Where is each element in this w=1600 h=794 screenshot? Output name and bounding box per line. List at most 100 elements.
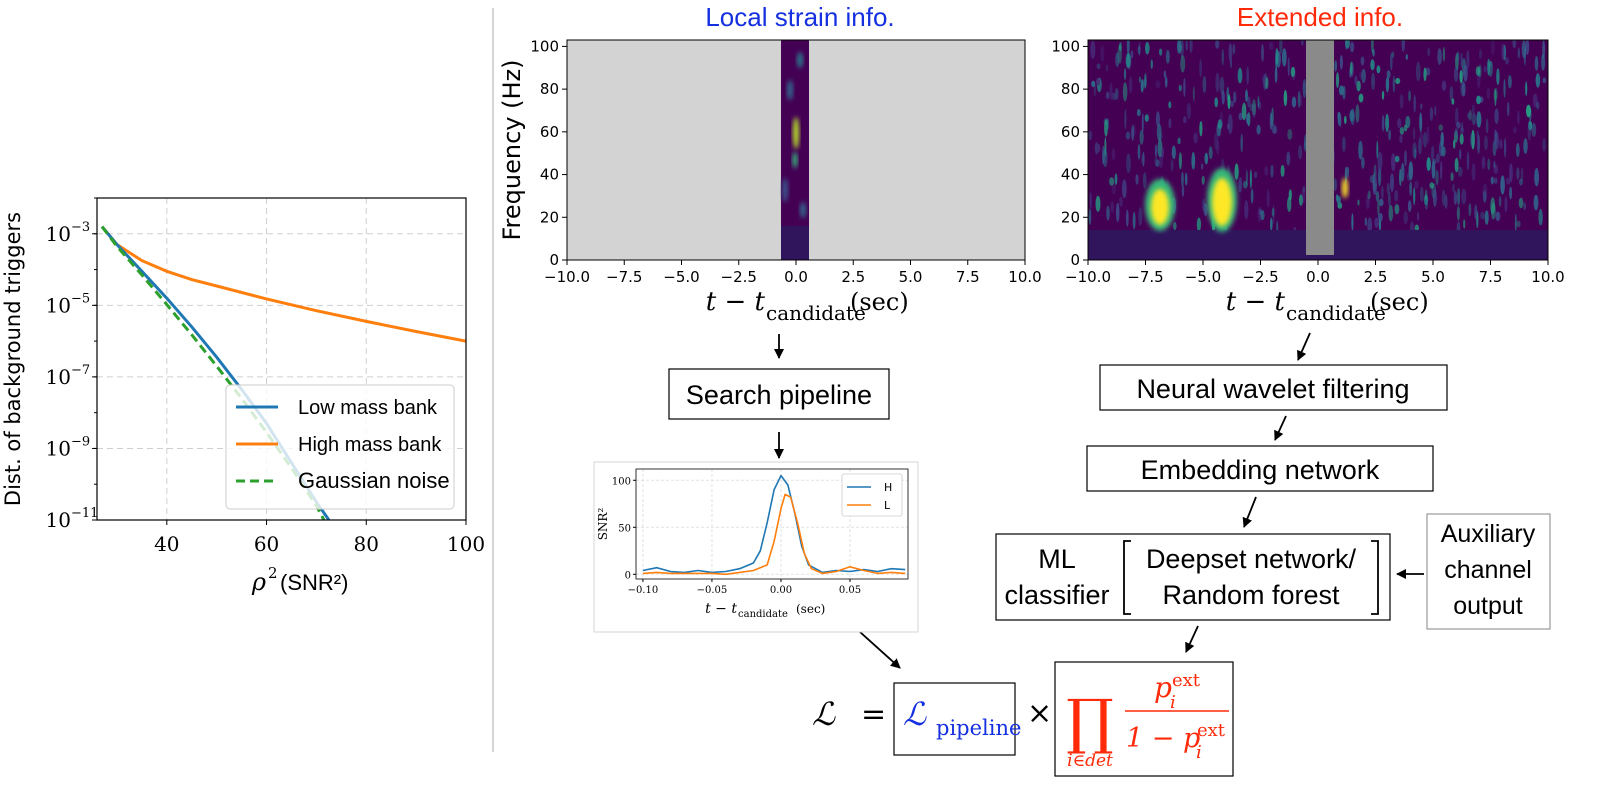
- arrow-to-product: [1185, 625, 1199, 653]
- random-forest-label: Random forest: [1162, 580, 1340, 610]
- extended-spectrogram-ticks: −10.0 −7.5 −5.0 −2.5 0.0 2.5 5.0 7.5 10.0 0 20 40 60…: [1051, 37, 1564, 286]
- spec-y-tick: 40: [540, 166, 559, 184]
- x-axis-sub-extended: candidate: [1286, 301, 1386, 325]
- spec-y-tick: 60: [540, 123, 559, 141]
- embedding-network-box: [1086, 445, 1434, 492]
- left-bracket: [1123, 540, 1131, 615]
- x-axis-unit-local: (sec): [850, 288, 909, 316]
- snr-legend-l: L: [884, 499, 891, 512]
- arrow-to-classifier: [1242, 496, 1257, 528]
- y-tick-exp: −11: [71, 506, 98, 521]
- snr-y-tick: 100: [612, 476, 631, 487]
- formula-prod: ∏: [1066, 687, 1114, 757]
- aux-line3: output: [1453, 592, 1523, 620]
- spec-x-tick: −2.5: [721, 268, 757, 286]
- local-spectrogram: −10.0 −7.5 −5.0 −2.5 0.0 2.5 5.0 7.5 10.0 0 20 40 60…: [498, 37, 1042, 325]
- arrow-to-embedding: [1274, 415, 1287, 441]
- ml-label: ML: [1038, 544, 1076, 574]
- formula-den-sub: i: [1196, 742, 1202, 763]
- neural-wavelet-label: Neural wavelet filtering: [1136, 374, 1409, 404]
- formula-equals: =: [861, 697, 886, 732]
- product-term-box: [1054, 661, 1234, 777]
- chart-frame: [96, 197, 467, 521]
- spec-y-tick: 100: [1051, 37, 1080, 55]
- spec-x-tick: −7.5: [606, 268, 642, 286]
- spec-x-tick: 2.5: [841, 268, 865, 286]
- spec-x-tick: −5.0: [663, 268, 699, 286]
- snr-x-unit: (sec): [796, 602, 825, 616]
- neural-wavelet-box: [1099, 364, 1448, 411]
- y-tick-label: 10: [46, 365, 71, 389]
- formula-num-sup: ext: [1172, 670, 1201, 691]
- spec-x-tick: −10.0: [1065, 268, 1111, 286]
- x-axis-sub-local: candidate: [766, 301, 866, 325]
- likelihood-formula: ℒ = ℒ pipeline × ∏ i∈det p ext i 1 − p e…: [812, 661, 1234, 777]
- snr-series-H: [642, 474, 906, 574]
- aux-line1: Auxiliary: [1441, 520, 1536, 548]
- spec-x-tick: 5.0: [1421, 268, 1445, 286]
- formula-pipeline-sub: pipeline: [936, 716, 1021, 740]
- x-axis-unit-extended: (sec): [1370, 288, 1429, 316]
- y-tick-exp: −5: [71, 291, 90, 306]
- search-pipeline-label: Search pipeline: [686, 380, 872, 410]
- x-axis-label-rho: ρ: [251, 568, 266, 596]
- deepset-label: Deepset network/: [1146, 544, 1357, 574]
- local-strain-title: Local strain info.: [705, 2, 894, 32]
- classifier-label: classifier: [1004, 580, 1109, 610]
- snr-x-tick: −0.05: [697, 585, 728, 596]
- x-axis-label-extended: t − t: [1226, 287, 1286, 317]
- x-axis-label-sup: 2: [268, 564, 278, 582]
- snr-time-series-chart: −0.10 −0.05 0.00 0.05 0 50 100 SNR² t − t cand…: [593, 461, 919, 633]
- formula-num-sub: i: [1170, 692, 1176, 713]
- snr-x-tick: −0.10: [628, 585, 659, 596]
- snr-legend-h: H: [884, 481, 892, 494]
- y-axis-label: Dist. of background triggers: [1, 212, 25, 506]
- legend-label-high-mass: High mass bank: [298, 434, 442, 456]
- x-tick-label: 60: [254, 532, 279, 556]
- formula-den: 1 − p: [1126, 723, 1200, 754]
- local-spectrogram-ticks: −10.0 −7.5 −5.0 −2.5 0.0 2.5 5.0 7.5 10.0 0 20 40 60…: [530, 37, 1041, 286]
- snr-y-label: SNR²: [596, 508, 610, 541]
- y-tick-label: 10: [46, 293, 71, 317]
- spec-x-tick: 0.0: [784, 268, 808, 286]
- snr-x-label: t − t: [705, 601, 737, 617]
- x-tick-label: 40: [154, 532, 179, 556]
- frequency-axis-label: Frequency (Hz): [498, 60, 526, 241]
- pipeline-term-box: [893, 682, 1016, 756]
- extended-info-title: Extended info.: [1237, 2, 1403, 32]
- spec-y-tick: 20: [1061, 208, 1080, 226]
- spec-x-tick: −10.0: [544, 268, 590, 286]
- aux-line2: channel: [1444, 556, 1532, 584]
- embedding-network-label: Embedding network: [1141, 455, 1380, 485]
- spec-x-tick: 0.0: [1306, 268, 1330, 286]
- arrow-to-formula: [859, 631, 901, 669]
- spec-y-tick: 20: [540, 208, 559, 226]
- spec-y-tick: 0: [1070, 251, 1080, 269]
- x-tick-label: 100: [447, 532, 485, 556]
- legend-label-gaussian: Gaussian noise: [298, 468, 450, 493]
- snr-x-tick: 0.05: [839, 585, 861, 596]
- right-bracket: [1371, 540, 1379, 615]
- spec-x-tick: −5.0: [1185, 268, 1221, 286]
- snr-x-sub: candidate: [738, 609, 788, 620]
- snr-series-L: [642, 493, 906, 576]
- spec-x-tick: 10.0: [1008, 268, 1041, 286]
- formula-lhs: ℒ: [812, 695, 836, 733]
- ml-classifier-box: [995, 533, 1391, 621]
- formula-num-p: p: [1154, 671, 1172, 704]
- spec-y-tick: 100: [530, 37, 559, 55]
- spec-x-tick: 7.5: [956, 268, 980, 286]
- snr-x-tick: 0.00: [770, 585, 792, 596]
- search-pipeline-box: [668, 368, 890, 420]
- spec-y-tick: 40: [1061, 166, 1080, 184]
- formula-pipeline-symbol: ℒ: [903, 695, 927, 733]
- snr-legend: [841, 473, 903, 517]
- chart-legend: Low mass bank High mass bank Gaussian no…: [225, 384, 455, 510]
- y-tick-label: 10: [46, 222, 71, 246]
- y-tick-label: 10: [46, 508, 71, 532]
- y-tick-exp: −7: [71, 363, 90, 378]
- snr-y-tick: 50: [618, 523, 631, 534]
